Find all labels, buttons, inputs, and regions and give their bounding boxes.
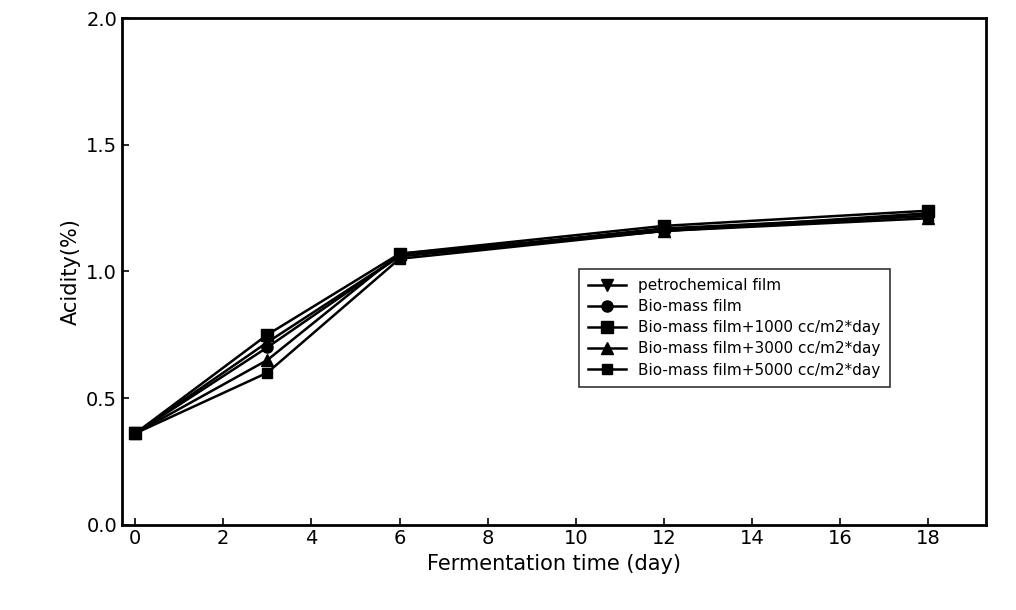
Bio-mass film+1000 cc/m2*day <box>261 331 273 339</box>
Bio-mass film <box>923 210 935 217</box>
Bio-mass film+1000 cc/m2*day <box>393 250 405 257</box>
Bio-mass film <box>393 253 405 260</box>
X-axis label: Fermentation time (day): Fermentation time (day) <box>427 554 681 574</box>
Bio-mass film+1000 cc/m2*day <box>129 430 141 437</box>
Bio-mass film+3000 cc/m2*day <box>129 430 141 437</box>
petrochemical film <box>393 253 405 260</box>
Bio-mass film+1000 cc/m2*day <box>923 207 935 214</box>
Bio-mass film+3000 cc/m2*day <box>923 215 935 222</box>
Line: Bio-mass film+5000 cc/m2*day: Bio-mass film+5000 cc/m2*day <box>130 211 933 439</box>
Bio-mass film+3000 cc/m2*day <box>261 356 273 364</box>
Bio-mass film+1000 cc/m2*day <box>657 222 670 229</box>
Bio-mass film+3000 cc/m2*day <box>393 250 405 257</box>
petrochemical film <box>657 224 670 232</box>
Line: Bio-mass film+3000 cc/m2*day: Bio-mass film+3000 cc/m2*day <box>130 213 934 439</box>
petrochemical film <box>923 212 935 220</box>
Bio-mass film+5000 cc/m2*day <box>261 369 273 376</box>
Line: Bio-mass film+1000 cc/m2*day: Bio-mass film+1000 cc/m2*day <box>130 205 934 439</box>
Bio-mass film+3000 cc/m2*day <box>657 228 670 235</box>
petrochemical film <box>129 430 141 437</box>
Bio-mass film <box>657 228 670 235</box>
Line: petrochemical film: petrochemical film <box>130 210 934 439</box>
Legend: petrochemical film, Bio-mass film, Bio-mass film+1000 cc/m2*day, Bio-mass film+3: petrochemical film, Bio-mass film, Bio-m… <box>579 269 890 387</box>
Line: Bio-mass film: Bio-mass film <box>130 207 934 439</box>
Y-axis label: Acidity(%): Acidity(%) <box>60 218 80 325</box>
Bio-mass film+5000 cc/m2*day <box>923 212 935 220</box>
petrochemical film <box>261 339 273 346</box>
Bio-mass film+5000 cc/m2*day <box>657 228 670 235</box>
Bio-mass film+5000 cc/m2*day <box>129 430 141 437</box>
Bio-mass film <box>129 430 141 437</box>
Bio-mass film <box>261 343 273 351</box>
Bio-mass film+5000 cc/m2*day <box>393 255 405 262</box>
